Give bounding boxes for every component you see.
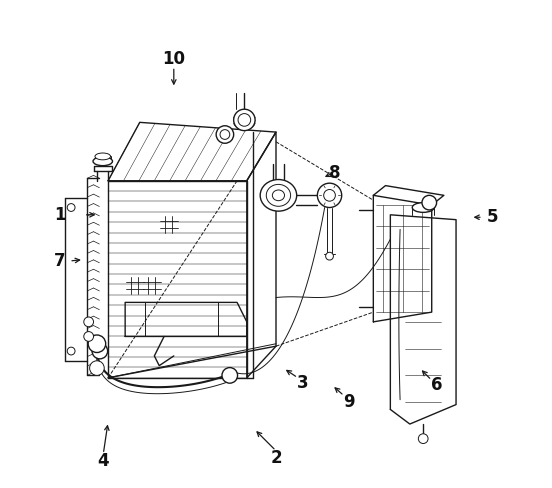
Text: 1: 1 [54,206,65,224]
Circle shape [317,183,342,207]
Circle shape [238,114,251,126]
Circle shape [84,331,93,341]
Circle shape [92,343,108,359]
Text: 2: 2 [270,449,282,467]
Text: 4: 4 [98,451,109,469]
Circle shape [84,317,93,327]
Ellipse shape [93,157,113,165]
Circle shape [222,367,237,383]
Circle shape [89,361,104,375]
Circle shape [418,434,428,444]
Ellipse shape [272,190,284,201]
Text: 3: 3 [297,374,309,392]
Text: 6: 6 [431,376,442,394]
Ellipse shape [412,203,434,212]
Ellipse shape [266,184,290,206]
Circle shape [88,335,105,352]
Ellipse shape [95,153,110,160]
Circle shape [326,252,333,260]
Circle shape [67,203,75,211]
Circle shape [220,130,230,140]
Text: 7: 7 [54,252,65,270]
Text: 9: 9 [343,393,355,411]
Circle shape [422,195,437,210]
Text: 5: 5 [487,208,498,226]
Ellipse shape [260,180,296,211]
Circle shape [323,189,336,201]
Text: 8: 8 [328,164,340,183]
Text: 10: 10 [162,50,185,68]
Circle shape [216,126,233,143]
Circle shape [233,109,255,131]
Circle shape [67,347,75,355]
